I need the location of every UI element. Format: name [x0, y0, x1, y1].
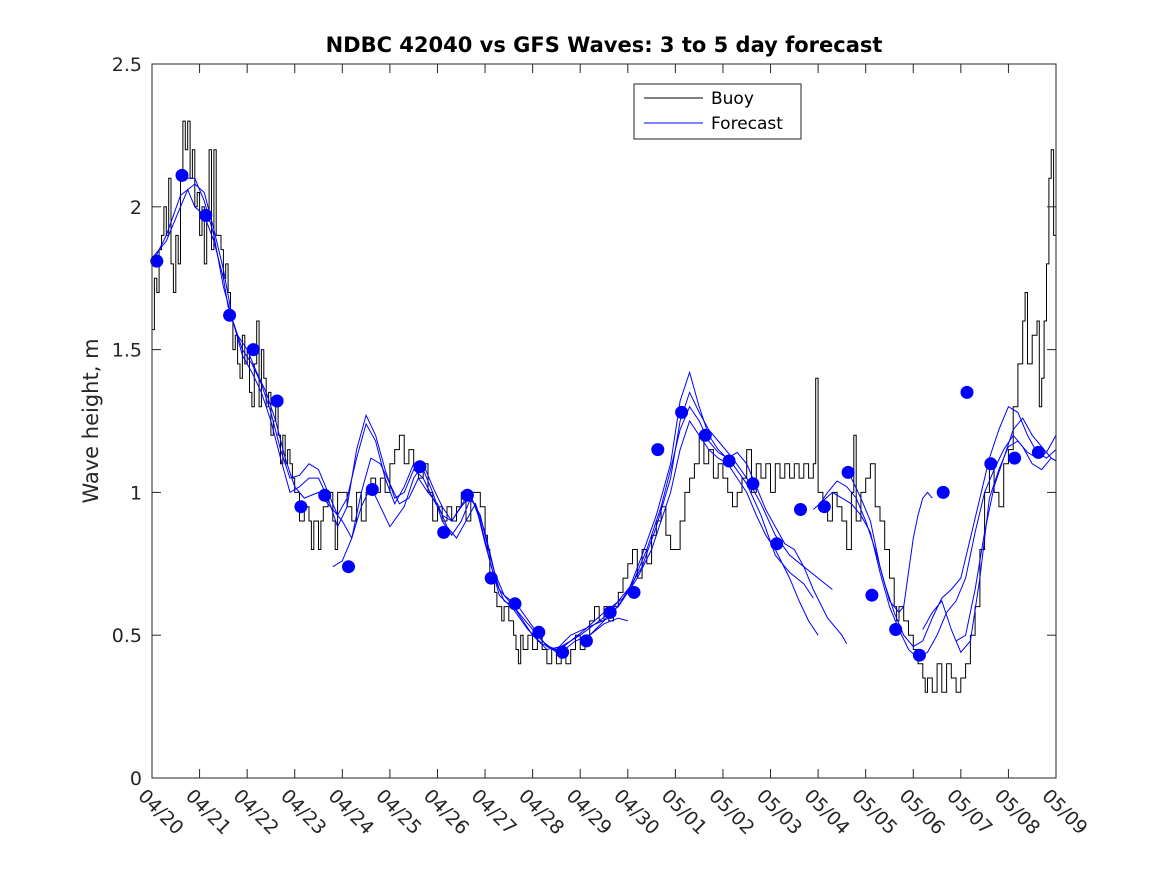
forecast-marker-1 — [150, 254, 164, 268]
legend-buoy-label: Buoy — [711, 89, 754, 109]
forecast-marker-16 — [532, 625, 546, 639]
forecast-marker-11 — [413, 460, 427, 474]
forecast-marker-30 — [865, 588, 879, 602]
forecast-marker-26 — [770, 537, 784, 551]
plot-area — [152, 64, 1056, 778]
chart-title: NDBC 42040 vs GFS Waves: 3 to 5 day fore… — [326, 33, 883, 57]
forecast-marker-23 — [698, 428, 712, 442]
forecast-marker-15 — [508, 597, 522, 611]
forecast-marker-14 — [484, 571, 498, 585]
forecast-marker-33 — [936, 485, 950, 499]
forecast-markers — [150, 168, 1045, 662]
legend-box — [633, 83, 802, 140]
forecast-line-6 — [812, 434, 1056, 659]
forecast-line-8 — [850, 477, 933, 614]
forecast-marker-25 — [746, 477, 760, 491]
forecast-marker-12 — [437, 525, 451, 539]
forecast-marker-31 — [889, 623, 903, 636]
y-tick-label-1: 0.5 — [112, 625, 142, 647]
y-tick-label-2: 1 — [130, 482, 142, 504]
forecast-marker-28 — [817, 500, 831, 514]
y-axis-label: Wave height, m — [79, 338, 103, 503]
y-tick-label-0: 0 — [130, 768, 142, 790]
forecast-line-10 — [955, 417, 1056, 642]
forecast-marker-35 — [984, 457, 998, 471]
forecast-marker-24 — [722, 454, 736, 468]
forecast-marker-20 — [627, 585, 641, 599]
forecast-marker-2 — [175, 168, 189, 182]
forecast-marker-22 — [675, 405, 689, 419]
forecast-marker-21 — [651, 443, 665, 457]
forecast-line-3 — [180, 177, 814, 651]
legend-forecast-label: Forecast — [711, 114, 783, 134]
y-tick-label-5: 2.5 — [112, 54, 142, 76]
forecast-marker-6 — [270, 394, 284, 408]
forecast-marker-19 — [603, 605, 617, 619]
forecast-marker-27 — [794, 503, 807, 516]
forecast-line-5 — [589, 617, 628, 636]
forecast-marker-7 — [294, 500, 308, 514]
forecast-marker-8 — [318, 488, 332, 502]
forecast-marker-17 — [556, 645, 570, 659]
forecast-marker-32 — [912, 648, 926, 662]
forecast-marker-10 — [365, 483, 379, 496]
plot-frame — [151, 63, 1057, 779]
forecast-marker-29 — [841, 465, 855, 479]
forecast-line-7 — [817, 405, 1056, 648]
y-tick-label-4: 2 — [130, 197, 142, 219]
forecast-marker-13 — [460, 488, 474, 502]
forecast-marker-18 — [579, 634, 593, 648]
forecast-line-9 — [922, 434, 1056, 654]
forecast-marker-5 — [246, 343, 260, 357]
forecast-marker-34 — [960, 385, 974, 399]
forecast-marker-9 — [342, 560, 355, 574]
forecast-marker-36 — [1008, 451, 1022, 465]
legend: Buoy Forecast — [633, 83, 802, 140]
forecast-marker-4 — [223, 308, 237, 322]
forecast-marker-37 — [1031, 445, 1045, 459]
y-tick-label-3: 1.5 — [112, 340, 142, 362]
forecast-marker-3 — [199, 208, 213, 222]
